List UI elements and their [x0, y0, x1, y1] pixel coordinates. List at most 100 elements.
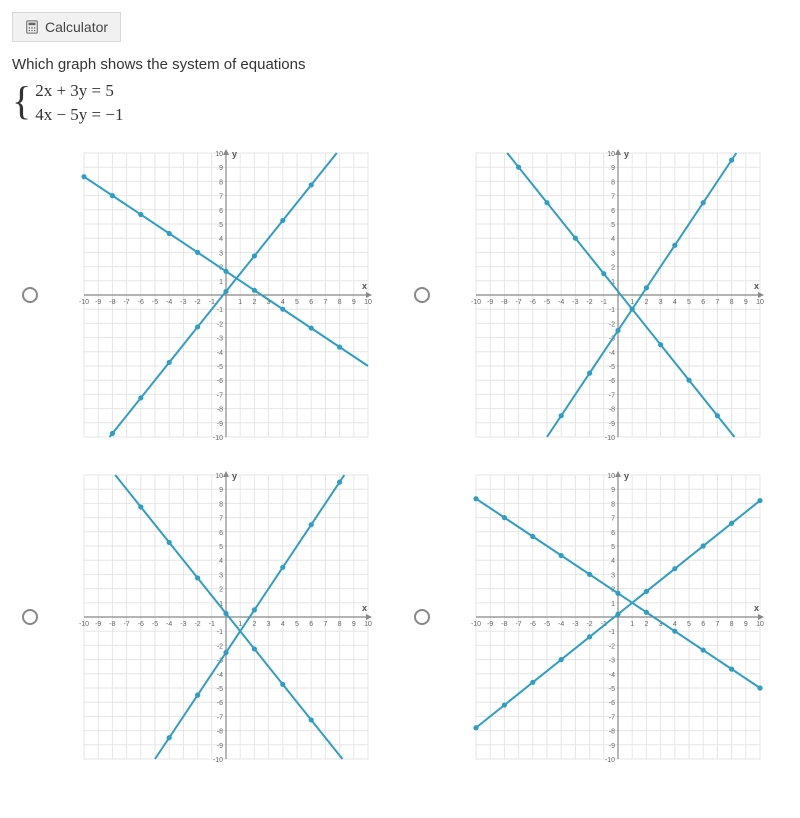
svg-text:-5: -5 [152, 299, 158, 306]
svg-text:9: 9 [611, 165, 615, 172]
svg-text:-2: -2 [217, 643, 223, 650]
svg-text:-1: -1 [609, 629, 615, 636]
svg-text:-7: -7 [217, 392, 223, 399]
svg-text:10: 10 [215, 151, 223, 158]
svg-text:4: 4 [219, 236, 223, 243]
equation-1: 2x + 3y = 5 [35, 79, 123, 103]
svg-text:10: 10 [364, 299, 372, 306]
svg-text:-6: -6 [609, 378, 615, 385]
option-radio-B[interactable] [414, 287, 430, 303]
svg-text:-8: -8 [501, 299, 507, 306]
svg-text:-3: -3 [609, 657, 615, 664]
svg-text:-5: -5 [217, 686, 223, 693]
svg-text:9: 9 [611, 487, 615, 494]
svg-text:-9: -9 [487, 621, 493, 628]
svg-text:5: 5 [611, 222, 615, 229]
svg-text:-3: -3 [180, 299, 186, 306]
chart-A[interactable]: -10-9-8-7-6-5-4-3-2-112345678910-10-9-8-… [76, 145, 376, 445]
svg-text:8: 8 [730, 621, 734, 628]
svg-text:6: 6 [309, 621, 313, 628]
svg-text:-1: -1 [209, 621, 215, 628]
svg-text:-10: -10 [213, 435, 223, 442]
svg-text:10: 10 [756, 299, 764, 306]
svg-text:y: y [624, 471, 629, 481]
svg-text:-4: -4 [217, 349, 223, 356]
svg-text:-8: -8 [217, 728, 223, 735]
svg-text:1: 1 [611, 600, 615, 607]
svg-text:6: 6 [309, 299, 313, 306]
svg-text:y: y [232, 471, 237, 481]
svg-text:-8: -8 [609, 728, 615, 735]
option-radio-D[interactable] [414, 609, 430, 625]
svg-text:-4: -4 [609, 671, 615, 678]
chart-B[interactable]: -10-9-8-7-6-5-4-3-2-112345678910-10-9-8-… [468, 145, 768, 445]
svg-text:-5: -5 [544, 299, 550, 306]
svg-text:4: 4 [281, 621, 285, 628]
svg-text:-7: -7 [123, 299, 129, 306]
svg-text:-9: -9 [609, 420, 615, 427]
svg-text:8: 8 [338, 621, 342, 628]
svg-text:3: 3 [611, 250, 615, 257]
option-radio-C[interactable] [22, 609, 38, 625]
svg-text:2: 2 [644, 299, 648, 306]
svg-text:3: 3 [219, 250, 223, 257]
svg-text:7: 7 [219, 515, 223, 522]
svg-text:9: 9 [219, 487, 223, 494]
svg-text:-6: -6 [217, 700, 223, 707]
svg-text:1: 1 [219, 278, 223, 285]
svg-text:-2: -2 [194, 621, 200, 628]
svg-text:8: 8 [730, 299, 734, 306]
svg-text:9: 9 [219, 165, 223, 172]
svg-text:2: 2 [252, 299, 256, 306]
svg-text:-10: -10 [471, 621, 481, 628]
svg-text:-3: -3 [217, 335, 223, 342]
svg-text:3: 3 [267, 621, 271, 628]
svg-text:-4: -4 [166, 299, 172, 306]
chart-C[interactable]: -10-9-8-7-6-5-4-3-2-112345678910-10-9-8-… [76, 467, 376, 767]
svg-text:-10: -10 [79, 621, 89, 628]
svg-text:-1: -1 [217, 629, 223, 636]
svg-text:-7: -7 [123, 621, 129, 628]
svg-text:-1: -1 [217, 307, 223, 314]
svg-text:8: 8 [338, 299, 342, 306]
svg-text:-10: -10 [605, 757, 615, 764]
calculator-icon [25, 20, 39, 34]
svg-text:-10: -10 [79, 299, 89, 306]
svg-text:-2: -2 [194, 299, 200, 306]
svg-text:-10: -10 [213, 757, 223, 764]
svg-text:6: 6 [219, 207, 223, 214]
chart-C-wrap: -10-9-8-7-6-5-4-3-2-112345678910-10-9-8-… [56, 467, 396, 767]
svg-text:-9: -9 [95, 299, 101, 306]
svg-text:-2: -2 [217, 321, 223, 328]
svg-text:-6: -6 [609, 700, 615, 707]
svg-text:8: 8 [611, 179, 615, 186]
svg-text:5: 5 [219, 544, 223, 551]
svg-text:7: 7 [715, 621, 719, 628]
options-grid: -10 -9 -8 -7 -6 -5 -4 -3 -2 -1 1 2 3 4 5 6 7 8 9 10 -10 -9 -8 -… [12, 145, 788, 767]
svg-text:7: 7 [715, 299, 719, 306]
option-radio-A[interactable] [22, 287, 38, 303]
svg-text:5: 5 [295, 299, 299, 306]
svg-text:-6: -6 [530, 299, 536, 306]
svg-text:6: 6 [611, 529, 615, 536]
svg-text:1: 1 [630, 299, 634, 306]
svg-text:-9: -9 [217, 742, 223, 749]
svg-text:-1: -1 [601, 299, 607, 306]
svg-text:1: 1 [630, 621, 634, 628]
svg-text:-5: -5 [609, 364, 615, 371]
svg-text:-4: -4 [217, 671, 223, 678]
svg-text:4: 4 [673, 299, 677, 306]
svg-text:-6: -6 [138, 299, 144, 306]
svg-text:-6: -6 [530, 621, 536, 628]
svg-text:4: 4 [673, 621, 677, 628]
svg-text:8: 8 [611, 501, 615, 508]
svg-text:10: 10 [756, 621, 764, 628]
chart-D[interactable]: -10-9-8-7-6-5-4-3-2-112345678910-10-9-8-… [468, 467, 768, 767]
svg-text:3: 3 [659, 299, 663, 306]
svg-text:-9: -9 [95, 621, 101, 628]
equation-system: { 2x + 3y = 5 4x − 5y = −1 [12, 79, 788, 127]
calculator-button[interactable]: Calculator [12, 12, 121, 42]
svg-text:5: 5 [687, 299, 691, 306]
svg-text:7: 7 [611, 515, 615, 522]
svg-text:y: y [232, 149, 237, 159]
